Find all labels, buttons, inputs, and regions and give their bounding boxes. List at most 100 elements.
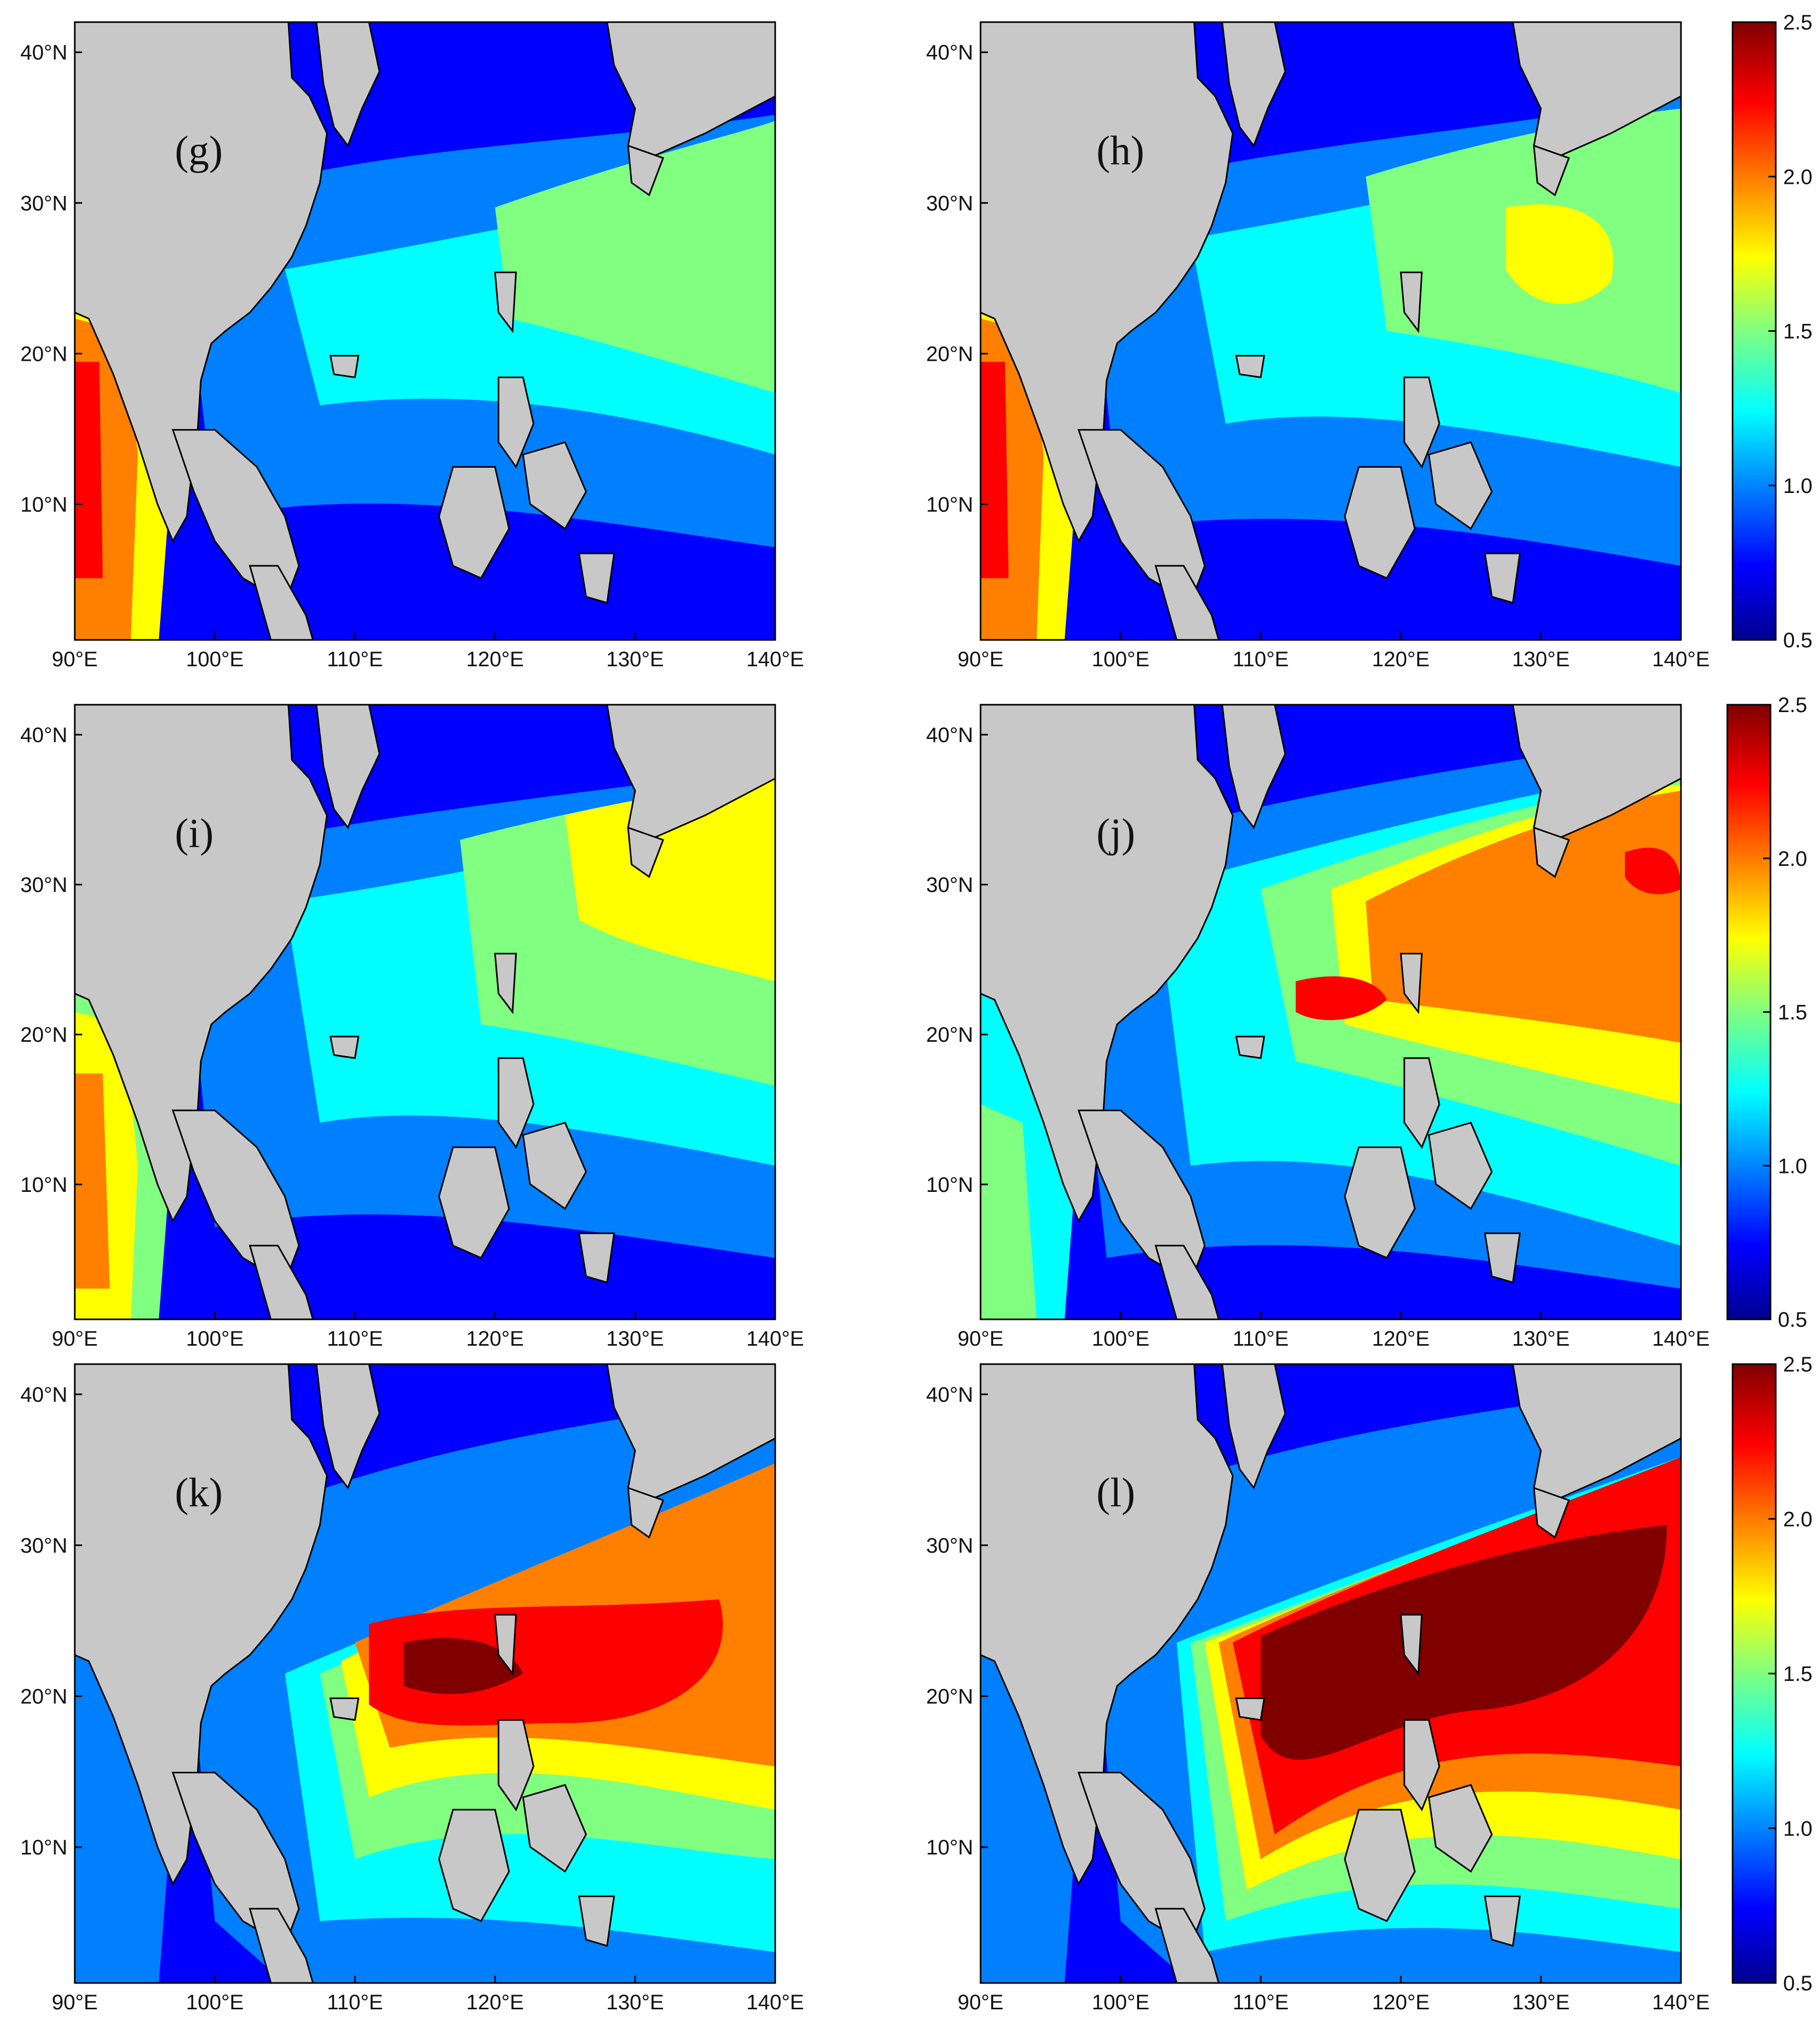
x-tick-label: 140°E xyxy=(746,1991,804,2014)
map-panel-h: 90°E 100°E 110°E 120°E 130°E 140°E 10°N 20°N 30°… xyxy=(926,21,1710,671)
colorbar-tick-label: 1.0 xyxy=(1783,475,1813,498)
colorbar-tick-label: 1.0 xyxy=(1778,1154,1807,1178)
colorbar-tick-label: 1.0 xyxy=(1783,1817,1813,1840)
land-luzon xyxy=(499,1720,534,1810)
land-kyushu xyxy=(628,1488,664,1537)
land-indochina xyxy=(1079,1773,1204,1946)
land-sulawesi xyxy=(1485,554,1520,603)
contour-band-6 xyxy=(1295,976,1387,1020)
x-tick-label: 130°E xyxy=(1512,648,1569,671)
land-visayas xyxy=(523,442,586,529)
y-tick-label: 40°N xyxy=(926,724,973,747)
land-taiwan xyxy=(1401,954,1422,1012)
sea-field xyxy=(75,1364,775,1983)
land-luzon xyxy=(1404,377,1440,467)
land-indochina xyxy=(173,1110,299,1282)
x-tick-label: 120°E xyxy=(466,648,523,671)
x-tick-label: 90°E xyxy=(52,648,97,671)
land-sulawesi xyxy=(1485,1233,1520,1282)
x-tick-label: 90°E xyxy=(957,648,1003,671)
map-panel-l: 90°E 100°E 110°E 120°E 130°E 140°E 10°N 20°N 30°… xyxy=(926,1363,1710,2014)
land-kyushu xyxy=(1534,827,1569,876)
contour-band-7 xyxy=(1261,1525,1667,1760)
sea-field xyxy=(981,1364,1681,1983)
x-tick-label: 130°E xyxy=(1512,1327,1569,1350)
x-tick-label: 90°E xyxy=(957,1327,1003,1350)
panel-label: (j) xyxy=(1096,810,1135,856)
land-mask xyxy=(981,22,1681,640)
y-tick-label: 30°N xyxy=(926,874,973,897)
contour-band-3 xyxy=(495,121,775,393)
panels-layer: 90°E 100°E 110°E 120°E 130°E 140°E 10°N 20°N 30°… xyxy=(21,21,1710,2014)
land-korea xyxy=(316,1364,380,1488)
land-korea xyxy=(1222,705,1285,827)
contour-band-6 xyxy=(369,1599,723,1726)
x-tick-label: 100°E xyxy=(186,1991,243,2014)
y-tick-label: 20°N xyxy=(21,342,67,366)
x-tick-label: 90°E xyxy=(957,1991,1003,2014)
x-tick-label: 120°E xyxy=(1372,1327,1429,1350)
plot-frame xyxy=(74,21,776,641)
land-land xyxy=(981,22,1233,541)
y-tick-label: 30°N xyxy=(21,1534,67,1557)
land-land xyxy=(75,1364,327,1884)
x-tick-label: 90°E xyxy=(52,1327,97,1350)
land-korea xyxy=(316,705,380,827)
y-tick-label: 40°N xyxy=(926,1383,973,1406)
y-tick-label: 40°N xyxy=(21,724,67,747)
x-tick-label: 130°E xyxy=(1512,1991,1569,2014)
y-tick-label: 30°N xyxy=(926,1534,973,1557)
sea-field xyxy=(75,22,775,640)
land-mask xyxy=(981,705,1681,1319)
land-taiwan xyxy=(495,954,516,1012)
colorbar-2: 0.5 1.0 1.5 2.0 2.5 xyxy=(1726,694,1807,1331)
land-malaya xyxy=(250,1909,313,1983)
land-luzon xyxy=(1404,1058,1440,1147)
x-tick-label: 100°E xyxy=(186,1327,243,1350)
y-tick-label: 40°N xyxy=(21,41,67,64)
x-tick-label: 90°E xyxy=(52,1991,97,2014)
contour-band-7 xyxy=(981,362,1009,578)
colorbar-tick-label: 2.0 xyxy=(1783,1508,1813,1531)
x-tick-label: 120°E xyxy=(466,1327,523,1350)
x-tick-label: 110°E xyxy=(1233,1991,1289,2014)
colorbar-tick-label: 1.5 xyxy=(1783,1663,1813,1686)
x-tick-label: 110°E xyxy=(327,1327,383,1350)
land-land xyxy=(981,1364,1233,1884)
land-malaya xyxy=(1156,1246,1219,1319)
x-tick-label: 140°E xyxy=(1652,648,1709,671)
sea-field xyxy=(75,705,775,1319)
land-mask xyxy=(75,22,775,640)
y-tick-label: 20°N xyxy=(926,1023,973,1047)
land-borneo xyxy=(439,467,509,578)
land-malaya xyxy=(250,566,313,640)
y-tick-label: 30°N xyxy=(21,192,67,215)
plot-frame xyxy=(74,704,776,1320)
land-malaya xyxy=(1156,566,1219,640)
land-hainan xyxy=(1236,356,1264,377)
map-panel-i: 90°E 100°E 110°E 120°E 130°E 140°E 10°N 20°N 30°… xyxy=(21,704,804,1350)
x-tick-label: 130°E xyxy=(606,1327,664,1350)
contour-band-9 xyxy=(981,1104,1037,1319)
land-mask xyxy=(75,1364,775,1983)
land-visayas xyxy=(1429,1785,1492,1872)
plot-frame xyxy=(74,1363,776,1984)
x-tick-label: 140°E xyxy=(746,648,804,671)
land-malaya xyxy=(250,1246,313,1319)
panel-label: (k) xyxy=(175,1469,223,1515)
land-indochina xyxy=(1079,430,1204,603)
colorbar-tick-label: 2.0 xyxy=(1783,165,1813,189)
panel-label: (l) xyxy=(1096,1469,1135,1515)
land-sulawesi xyxy=(579,1233,615,1282)
colorbar-tick-label: 2.5 xyxy=(1783,1353,1813,1376)
x-tick-label: 110°E xyxy=(327,1991,383,2014)
colorbar-tick-label: 2.0 xyxy=(1778,847,1807,871)
land-mask xyxy=(75,705,775,1319)
land-indochina xyxy=(173,1773,299,1946)
sea-field xyxy=(981,705,1681,1319)
land-hainan xyxy=(330,356,358,377)
land-luzon xyxy=(499,377,534,467)
y-tick-label: 40°N xyxy=(21,1383,67,1406)
land-kyushu xyxy=(1534,146,1569,195)
